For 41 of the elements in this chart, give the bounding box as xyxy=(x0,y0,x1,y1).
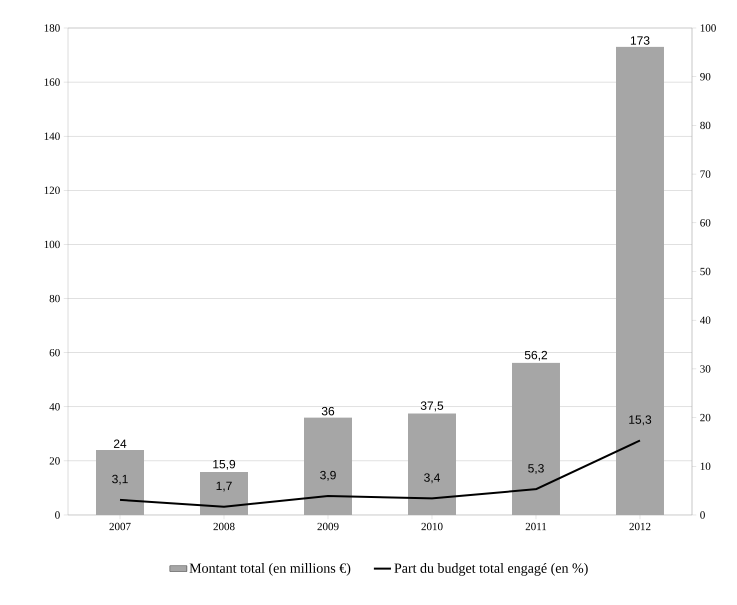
y-tick-label: 140 xyxy=(44,132,60,140)
x-tick-label: 2010 xyxy=(421,522,443,530)
y2-tick-label: 0 xyxy=(700,511,705,519)
x-tick-label: 2011 xyxy=(526,522,546,530)
y-tick-label: 120 xyxy=(44,186,60,194)
y-tick-label: 40 xyxy=(49,403,60,410)
data-label: 3,1 xyxy=(112,474,128,485)
y-tick-label: 180 xyxy=(44,24,60,32)
y-tick-label: 160 xyxy=(44,78,60,86)
y2-tick-label: 60 xyxy=(700,219,710,227)
y2-tick-label: 70 xyxy=(700,170,710,178)
y2-tick-label: 40 xyxy=(700,316,710,324)
y2-tick-label: 50 xyxy=(700,268,710,276)
x-tick-label: 2012 xyxy=(629,522,650,530)
y-tick-label: 100 xyxy=(44,240,60,248)
x-tick-label: 2007 xyxy=(109,522,131,530)
x-tick-label: 2008 xyxy=(213,522,235,530)
y-tick-label: 80 xyxy=(50,294,60,302)
data-label: 15,3 xyxy=(629,415,652,426)
y2-tick-label: 30 xyxy=(700,365,710,373)
y2-tick-label: 10 xyxy=(700,462,710,470)
y2-tick-label: 80 xyxy=(700,122,710,130)
y-tick-label: 60 xyxy=(50,348,60,356)
data-label: 37,5 xyxy=(420,401,444,412)
legend-label: Montant total (en millions €) xyxy=(190,563,350,576)
data-label: 56,2 xyxy=(524,350,548,361)
y-tick-label: 20 xyxy=(50,457,60,465)
y2-tick-label: 100 xyxy=(700,24,716,32)
x-tick-label: 2009 xyxy=(317,522,339,530)
data-label: 173 xyxy=(630,36,650,45)
y2-tick-label: 90 xyxy=(700,72,710,80)
data-label: 24 xyxy=(114,439,126,448)
data-label: 36 xyxy=(322,406,334,416)
data-label: 3,4 xyxy=(424,473,440,484)
y-tick-label: 0 xyxy=(55,511,60,519)
data-label: 3,9 xyxy=(320,470,336,481)
data-label: 1,7 xyxy=(216,482,232,492)
data-label: 5,3 xyxy=(528,464,544,474)
y2-tick-label: 20 xyxy=(700,414,710,422)
data-label: 15,9 xyxy=(213,460,236,470)
legend-label: Part du budget total engagé (en %) xyxy=(394,563,588,576)
